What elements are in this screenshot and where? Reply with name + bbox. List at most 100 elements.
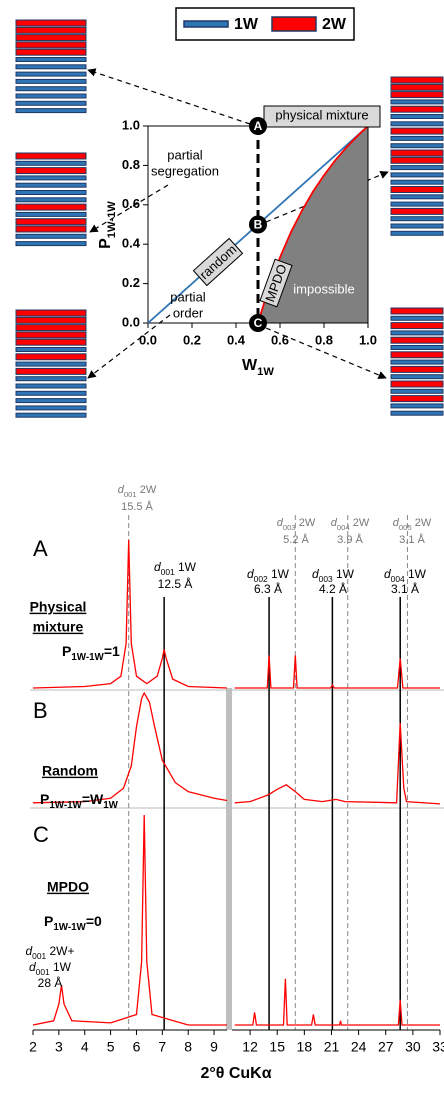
layer	[15, 211, 87, 217]
layer	[390, 114, 444, 119]
panel-title: Physical	[30, 599, 87, 615]
pattern-line	[32, 814, 440, 1026]
layer	[15, 405, 87, 411]
layer	[390, 165, 444, 171]
layer	[15, 167, 87, 175]
layer	[15, 347, 87, 352]
reference-spacing: 3.1 Å	[399, 533, 425, 546]
legend-label: 2W	[322, 16, 347, 33]
text-part: 1W-1W	[49, 800, 82, 811]
layer	[15, 316, 87, 324]
annotation: impossible	[293, 281, 354, 296]
x-tick-label: 4	[81, 1039, 89, 1055]
layer	[15, 324, 87, 332]
layer	[390, 172, 444, 178]
layer	[390, 359, 444, 365]
layer	[390, 207, 444, 215]
panel-note: 28 Å	[38, 975, 63, 990]
x-tick-label: 18	[297, 1039, 313, 1055]
panel-title: Random	[42, 763, 98, 779]
layer	[15, 197, 87, 203]
layer	[390, 230, 444, 236]
layer	[15, 57, 87, 62]
reference-label: d005 2W	[393, 517, 432, 532]
layer	[390, 351, 444, 359]
text-part: P	[97, 238, 114, 249]
annotation-group: random	[192, 237, 244, 287]
layer	[390, 76, 444, 84]
layer	[390, 388, 444, 394]
layer	[390, 91, 444, 99]
layer	[390, 194, 444, 200]
text-part: P	[62, 643, 71, 659]
layer	[15, 412, 87, 418]
x-tick-label: 33	[432, 1039, 444, 1055]
layer	[15, 233, 87, 239]
layer	[15, 383, 87, 389]
text-part: 003	[319, 574, 333, 584]
text-part: 001	[32, 951, 46, 961]
panel-label: B	[33, 698, 48, 723]
x-axis-label: W1W	[242, 357, 274, 378]
layer	[15, 367, 87, 375]
x-tick-label: 0.6	[271, 332, 289, 347]
annotation-box	[259, 258, 293, 308]
reference-spacing: 4.2 Å	[319, 581, 347, 596]
text-part: d	[118, 484, 125, 496]
x-axis-label: 2°θ CuKα	[200, 1065, 271, 1082]
arrow	[265, 327, 387, 379]
text-part: d	[154, 560, 161, 574]
panel-title: MPDO	[47, 879, 89, 895]
text-part: 1W	[50, 960, 72, 974]
x-tick-label: 1.0	[359, 332, 377, 347]
layer	[15, 48, 87, 56]
text-part: 005	[399, 523, 412, 532]
x-tick-label: 6	[133, 1039, 141, 1055]
layer	[390, 156, 444, 164]
layer	[390, 315, 444, 321]
layer	[390, 380, 444, 388]
text-part: 004	[337, 523, 351, 532]
y-tick-label: 0.8	[122, 157, 140, 172]
point	[249, 314, 267, 332]
layer	[390, 149, 444, 157]
text-part: d	[393, 517, 400, 529]
annotation: partial	[170, 289, 206, 304]
layer	[390, 374, 444, 380]
reference-spacing: 5.2 Å	[283, 533, 309, 546]
reference-spacing: 15.5 Å	[121, 500, 153, 513]
layer	[390, 121, 444, 127]
layer	[390, 307, 444, 315]
layer	[390, 403, 444, 409]
layer	[390, 336, 444, 344]
layer	[15, 182, 87, 188]
layer	[15, 353, 87, 361]
point-label: B	[254, 218, 263, 232]
x-tick-label: 3	[55, 1039, 63, 1055]
text-part: 28 Å	[38, 975, 63, 990]
panel-formula: P1W-1W=W1W	[40, 791, 119, 811]
reference-label: d004 1W	[384, 567, 427, 584]
layer	[390, 410, 444, 416]
panel-label: C	[33, 822, 49, 847]
layer	[15, 175, 87, 181]
x-tick-label: 9	[210, 1039, 218, 1055]
layer	[15, 41, 87, 49]
annotation: order	[173, 305, 204, 320]
layer	[15, 100, 87, 106]
text-part: 1W	[175, 560, 197, 574]
layer	[390, 105, 444, 113]
reference-label: d003 1W	[312, 567, 355, 584]
panel-formula: P1W-1W=0	[44, 913, 102, 933]
text-part: d	[29, 960, 36, 974]
annotation-group: MPDO	[259, 258, 293, 308]
layer	[15, 64, 87, 70]
layer	[15, 218, 87, 226]
text-part: d	[247, 567, 254, 581]
layer	[390, 322, 444, 330]
layer	[15, 331, 87, 339]
x-tick-label: 21	[324, 1039, 340, 1055]
x-tick-label: 30	[405, 1039, 421, 1055]
layer	[390, 143, 444, 149]
